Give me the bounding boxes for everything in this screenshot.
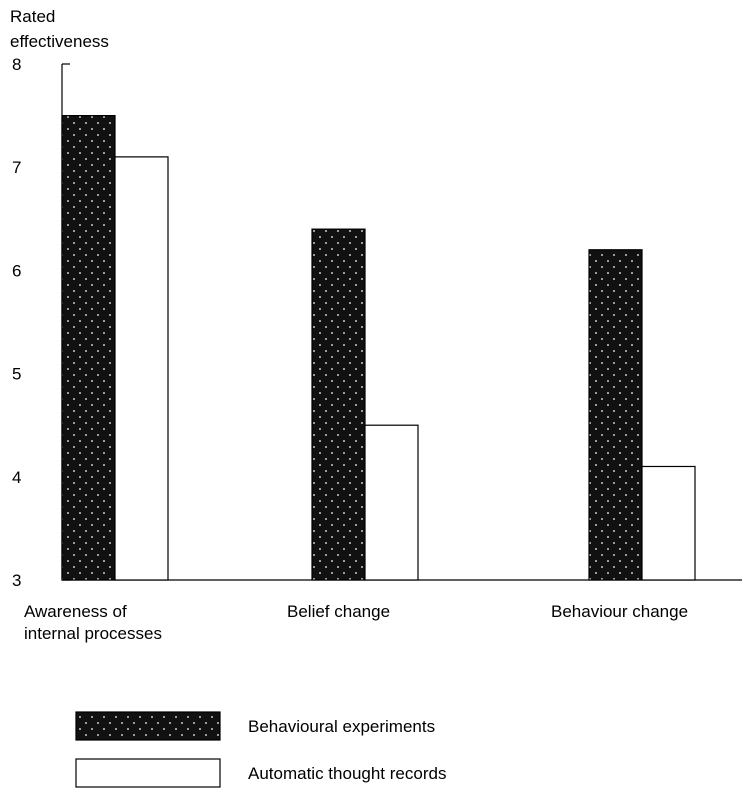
bar-automatic-thought-records-2 (641, 465, 696, 581)
y-tick-label-3: 6 (12, 261, 21, 280)
category-label-1-line-0: Belief change (287, 602, 390, 621)
category-label-2-line-0: Behaviour change (551, 602, 688, 621)
y-tick-label-5: 8 (12, 55, 21, 74)
bar-behavioural-experiments-0 (61, 114, 116, 581)
category-labels: Awareness of internal processes Belief cha… (24, 602, 688, 643)
legend-label-0: Behavioural experiments (248, 717, 435, 736)
bar-behavioural-experiments-1 (311, 228, 366, 581)
category-label-0-line-1: internal processes (24, 624, 162, 643)
bars (61, 114, 696, 581)
y-tick-label-1: 4 (12, 468, 21, 487)
legend-label-1: Automatic thought records (248, 764, 446, 783)
category-label-0-line-0: Awareness of (24, 602, 127, 621)
legend: Behavioural experiments Automatic thought… (75, 711, 446, 788)
y-tick-label-2: 5 (12, 365, 21, 384)
y-tick-label-0: 3 (12, 571, 21, 590)
bar-behavioural-experiments-2 (588, 249, 643, 581)
bar-automatic-thought-records-1 (364, 424, 419, 581)
legend-swatch-1 (75, 758, 221, 788)
bar-automatic-thought-records-0 (114, 156, 169, 581)
y-axis-label-line-2: effectiveness (10, 32, 109, 51)
legend-swatch-0 (75, 711, 221, 741)
y-ticks: 3 4 5 6 7 8 (12, 55, 70, 590)
y-axis-label-line-1: Rated (10, 7, 55, 26)
y-tick-label-4: 7 (12, 158, 21, 177)
